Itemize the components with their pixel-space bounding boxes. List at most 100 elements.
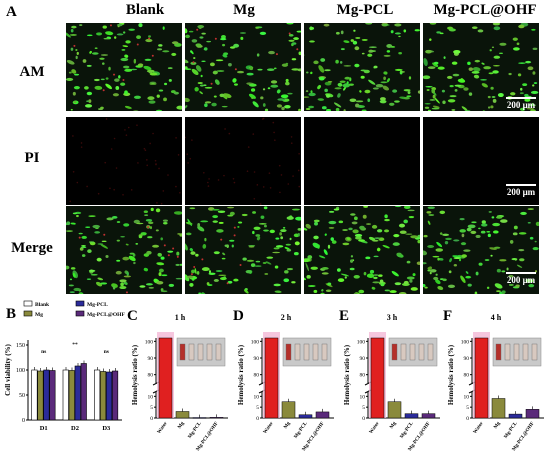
bar-D2-0 (62, 369, 69, 421)
tube-3 (418, 343, 425, 361)
panel-letter-d: D (233, 308, 244, 324)
bar-D1-1 (37, 370, 44, 421)
bar-D3-1 (100, 371, 107, 421)
ytick-label: 0 (150, 416, 153, 422)
ytick-label: 5 (150, 405, 153, 411)
micrograph-pi-mg-pcl (304, 117, 420, 205)
bar-D1-3 (49, 370, 56, 421)
sig-label-D2: ** (72, 342, 78, 348)
legend-swatch-2 (75, 300, 85, 307)
legend-label-3: Mg-PCL@OHF (87, 312, 125, 318)
bar-D2-1 (68, 370, 75, 421)
bar-Mg-PCL@OHF (421, 413, 436, 419)
tube-4 (427, 343, 434, 361)
xtick-label: Mg-PCL (294, 421, 309, 440)
micrograph-pi-blank (66, 117, 182, 205)
xtick-label: Mg (177, 421, 186, 430)
column-header-mg: Mg (233, 2, 255, 18)
xtick-label-D1: D1 (40, 425, 48, 432)
ytick-label: 80 (148, 373, 154, 379)
tube-0 (179, 343, 186, 361)
ytick-label: 80 (254, 373, 260, 379)
xtick-label: Water (369, 421, 381, 435)
ytick-label: 0 (362, 416, 365, 422)
tube-3 (312, 343, 319, 361)
row-header-am: AM (19, 64, 45, 80)
bar-D2-2 (74, 365, 81, 421)
hemolysis-chart-1h: C 1 h Hemolysis ratio (%) 80 90 100 0 5 10 Water M… (127, 308, 228, 452)
xtick-label-D2: D2 (71, 425, 79, 432)
tube-1 (400, 343, 407, 361)
xtick-label-D3: D3 (102, 425, 111, 432)
legend-label-0: Blank (35, 302, 50, 308)
tube-4 (321, 343, 328, 361)
hemolysis-ylabel: Hemolysis ratio (%) (447, 344, 455, 405)
sig-label-D3: ns (104, 349, 109, 355)
bar-Mg (491, 398, 506, 419)
cell-viability-ylabel: Cell viability (%) (4, 343, 12, 395)
ytick-label: 100 (461, 339, 470, 345)
tube-3 (206, 343, 213, 361)
micrograph-merge-blank (66, 206, 182, 294)
column-header-blank: Blank (125, 2, 165, 18)
hemolysis-chart-3h: E 3 h Hemolysis ratio (%) 80 90 100 0 5 10 Water M… (339, 308, 440, 452)
bar-Mg (387, 401, 402, 419)
legend-swatch-1 (23, 310, 33, 317)
cell-viability-ytick-label: 100 (16, 368, 25, 374)
ytick-label: 80 (360, 373, 366, 379)
tube-2 (303, 343, 310, 361)
tube-0 (391, 343, 398, 361)
micrograph-merge-mg (185, 206, 301, 294)
bar-Mg-PCL (404, 413, 419, 419)
scale-bar-merge: 200 μm (501, 272, 541, 285)
tube-2 (409, 343, 416, 361)
scale-bar-pi: 200 μm (501, 184, 541, 197)
tube-0 (285, 343, 292, 361)
bar-water (370, 337, 385, 419)
bar-D1-0 (31, 369, 38, 421)
xtick-label: Mg (389, 421, 398, 430)
ytick-label: 100 (145, 339, 154, 345)
micrograph-merge-mg-pcl (304, 206, 420, 294)
bar-water (264, 337, 279, 419)
legend-swatch-0 (23, 300, 33, 307)
bar-D2-3 (80, 363, 87, 421)
ytick-label: 80 (464, 373, 470, 379)
tube-1 (188, 343, 195, 361)
ytick-label: 90 (148, 356, 154, 362)
xtick-label: Water (263, 421, 275, 435)
cell-viability-ytick-label: 0 (22, 418, 25, 424)
panel-letter-c: C (127, 308, 138, 324)
micrograph-am-mg-pcl-ohf (423, 23, 539, 111)
micrograph-am-mg-pcl (304, 23, 420, 111)
hemolysis-title: 3 h (387, 313, 398, 322)
bar-D3-3 (112, 370, 119, 421)
panel-letter-f: F (443, 308, 452, 324)
bar-D1-2 (43, 369, 50, 421)
ytick-label: 10 (254, 394, 260, 400)
column-header-mg-pcl: Mg-PCL (336, 2, 394, 18)
ytick-label: 10 (464, 394, 470, 400)
legend-swatch-3 (75, 310, 85, 317)
xtick-label: Water (473, 421, 485, 435)
micrograph-am-mg (185, 23, 301, 111)
micrograph-pi-mg-pcl-ohf (423, 117, 539, 205)
ytick-label: 90 (254, 356, 260, 362)
hemolysis-title: 4 h (491, 313, 502, 322)
cell-viability-chart: Cell viability (%) 0 50 100 150 Blank Mg Mg-PC… (4, 300, 125, 432)
sig-label-D1: ns (41, 349, 46, 355)
micrograph-am-blank (66, 23, 182, 111)
ytick-label: 100 (251, 339, 260, 345)
xtick-label: Mg-PCL (400, 421, 415, 440)
hemolysis-title: 2 h (281, 313, 292, 322)
tube-2 (197, 343, 204, 361)
xtick-label: Water (157, 421, 169, 435)
bar-D3-2 (106, 371, 113, 421)
panel-letter-b: B (6, 306, 17, 322)
bar-Mg (281, 401, 296, 419)
legend-label-2: Mg-PCL (87, 302, 108, 308)
hemolysis-chart-2h: D 2 h Hemolysis ratio (%) 80 90 100 0 5 10 Water M… (233, 308, 334, 452)
bar-water (474, 337, 489, 419)
ytick-label: 0 (256, 416, 259, 422)
bar-Mg-PCL@OHF (525, 409, 540, 419)
